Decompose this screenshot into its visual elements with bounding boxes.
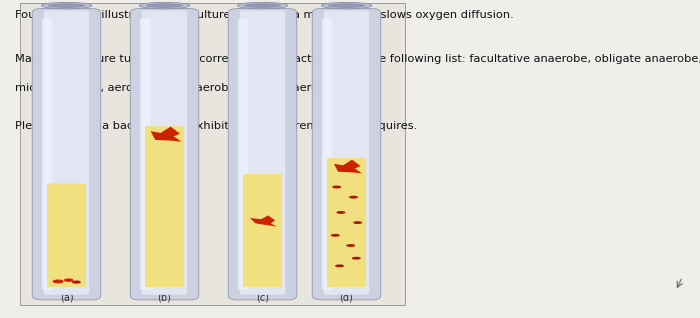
Ellipse shape — [335, 265, 344, 267]
Ellipse shape — [52, 280, 64, 283]
FancyBboxPatch shape — [238, 19, 248, 290]
Ellipse shape — [321, 2, 372, 9]
FancyBboxPatch shape — [228, 9, 297, 300]
Ellipse shape — [346, 244, 355, 247]
Ellipse shape — [353, 221, 363, 224]
FancyBboxPatch shape — [47, 183, 86, 287]
FancyBboxPatch shape — [32, 9, 101, 300]
FancyBboxPatch shape — [44, 10, 89, 295]
FancyBboxPatch shape — [130, 9, 199, 300]
FancyBboxPatch shape — [243, 174, 282, 287]
Ellipse shape — [351, 257, 361, 259]
Ellipse shape — [328, 3, 365, 8]
Ellipse shape — [237, 2, 288, 9]
Text: (d): (d) — [340, 292, 354, 302]
FancyBboxPatch shape — [327, 158, 366, 287]
Text: Please identify a bacteria that exhibited the different oxygen requires.: Please identify a bacteria that exhibite… — [15, 121, 418, 131]
Text: (b): (b) — [158, 292, 172, 302]
Polygon shape — [334, 160, 362, 173]
Ellipse shape — [48, 3, 85, 8]
Ellipse shape — [330, 234, 340, 237]
Polygon shape — [150, 127, 181, 142]
Text: (c): (c) — [256, 292, 269, 302]
Ellipse shape — [71, 280, 80, 284]
FancyBboxPatch shape — [145, 126, 184, 287]
FancyBboxPatch shape — [42, 19, 52, 290]
Ellipse shape — [332, 185, 342, 188]
Ellipse shape — [146, 3, 183, 8]
Text: (a): (a) — [60, 292, 74, 302]
Ellipse shape — [244, 3, 281, 8]
Text: Four tubes are illustrated with cultures grown in a medium that slows oxygen dif: Four tubes are illustrated with cultures… — [15, 10, 514, 19]
Ellipse shape — [41, 2, 92, 9]
FancyBboxPatch shape — [324, 10, 369, 295]
FancyBboxPatch shape — [322, 19, 332, 290]
Text: Match the culture tube with the correct type of bacteria from the following list: Match the culture tube with the correct … — [15, 54, 700, 64]
FancyBboxPatch shape — [240, 10, 285, 295]
Bar — [20, 3, 405, 305]
Ellipse shape — [349, 196, 358, 198]
Text: microaerophile, aerotolerant anaerobe, obligate aerobe.: microaerophile, aerotolerant anaerobe, o… — [15, 83, 337, 93]
FancyBboxPatch shape — [140, 19, 150, 290]
Ellipse shape — [64, 279, 74, 282]
Ellipse shape — [139, 2, 190, 9]
FancyBboxPatch shape — [312, 9, 381, 300]
Polygon shape — [250, 216, 276, 226]
Ellipse shape — [336, 211, 346, 214]
FancyBboxPatch shape — [142, 10, 187, 295]
